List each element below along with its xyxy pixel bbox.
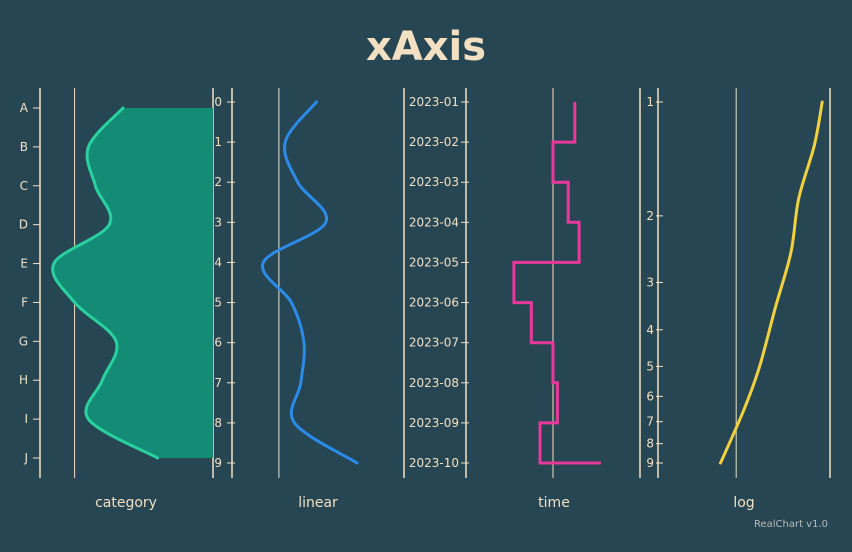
tick-label: I [24, 412, 28, 426]
tick-label: 1 [646, 95, 654, 109]
tick-label: 2023-10 [409, 456, 459, 470]
tick-label: 2023-09 [409, 416, 459, 430]
tick-label: 2023-08 [409, 376, 459, 390]
tick-label: J [23, 451, 28, 465]
axis-title-linear: linear [298, 495, 338, 511]
series-line-log [719, 100, 824, 465]
tick-label: E [20, 257, 28, 271]
axis-title-time: time [538, 495, 570, 511]
series-line-time [512, 102, 601, 465]
axis-title-log: log [733, 495, 754, 511]
series-line-linear [261, 100, 359, 465]
tick-label: 2 [214, 175, 222, 189]
tick-label: 5 [214, 296, 222, 310]
tick-label: 2023-06 [409, 296, 459, 310]
tick-label: 4 [214, 255, 222, 269]
series-area-line [51, 106, 160, 460]
tick-label: 2023-07 [409, 336, 459, 350]
tick-label: H [19, 373, 28, 387]
tick-label: 1 [214, 135, 222, 149]
tick-label: 2023-01 [409, 95, 459, 109]
credit-label: RealChart v1.0 [754, 519, 828, 530]
tick-label: 2 [646, 209, 654, 223]
axis-title-category: category [95, 495, 157, 511]
tick-label: 9 [646, 456, 654, 470]
series-area-fill [52, 108, 213, 458]
tick-label: G [19, 334, 28, 348]
tick-label: 6 [214, 336, 222, 350]
tick-label: C [20, 179, 28, 193]
tick-label: 2023-02 [409, 135, 459, 149]
tick-label: A [20, 101, 29, 115]
tick-label: 3 [214, 215, 222, 229]
chart-title: xAxis [366, 24, 486, 70]
tick-label: 2023-04 [409, 215, 459, 229]
tick-label: 9 [214, 456, 222, 470]
tick-label: F [21, 295, 28, 309]
tick-label: 8 [214, 416, 222, 430]
tick-label: 2023-05 [409, 255, 459, 269]
tick-label: D [19, 218, 28, 232]
tick-label: 6 [646, 389, 654, 403]
tick-label: B [20, 140, 28, 154]
tick-label: 0 [214, 95, 222, 109]
tick-label: 2023-03 [409, 175, 459, 189]
tick-label: 4 [646, 323, 654, 337]
tick-label: 7 [214, 376, 222, 390]
tick-label: 3 [646, 276, 654, 290]
tick-label: 8 [646, 437, 654, 451]
tick-label: 5 [646, 359, 654, 373]
tick-label: 7 [646, 415, 654, 429]
